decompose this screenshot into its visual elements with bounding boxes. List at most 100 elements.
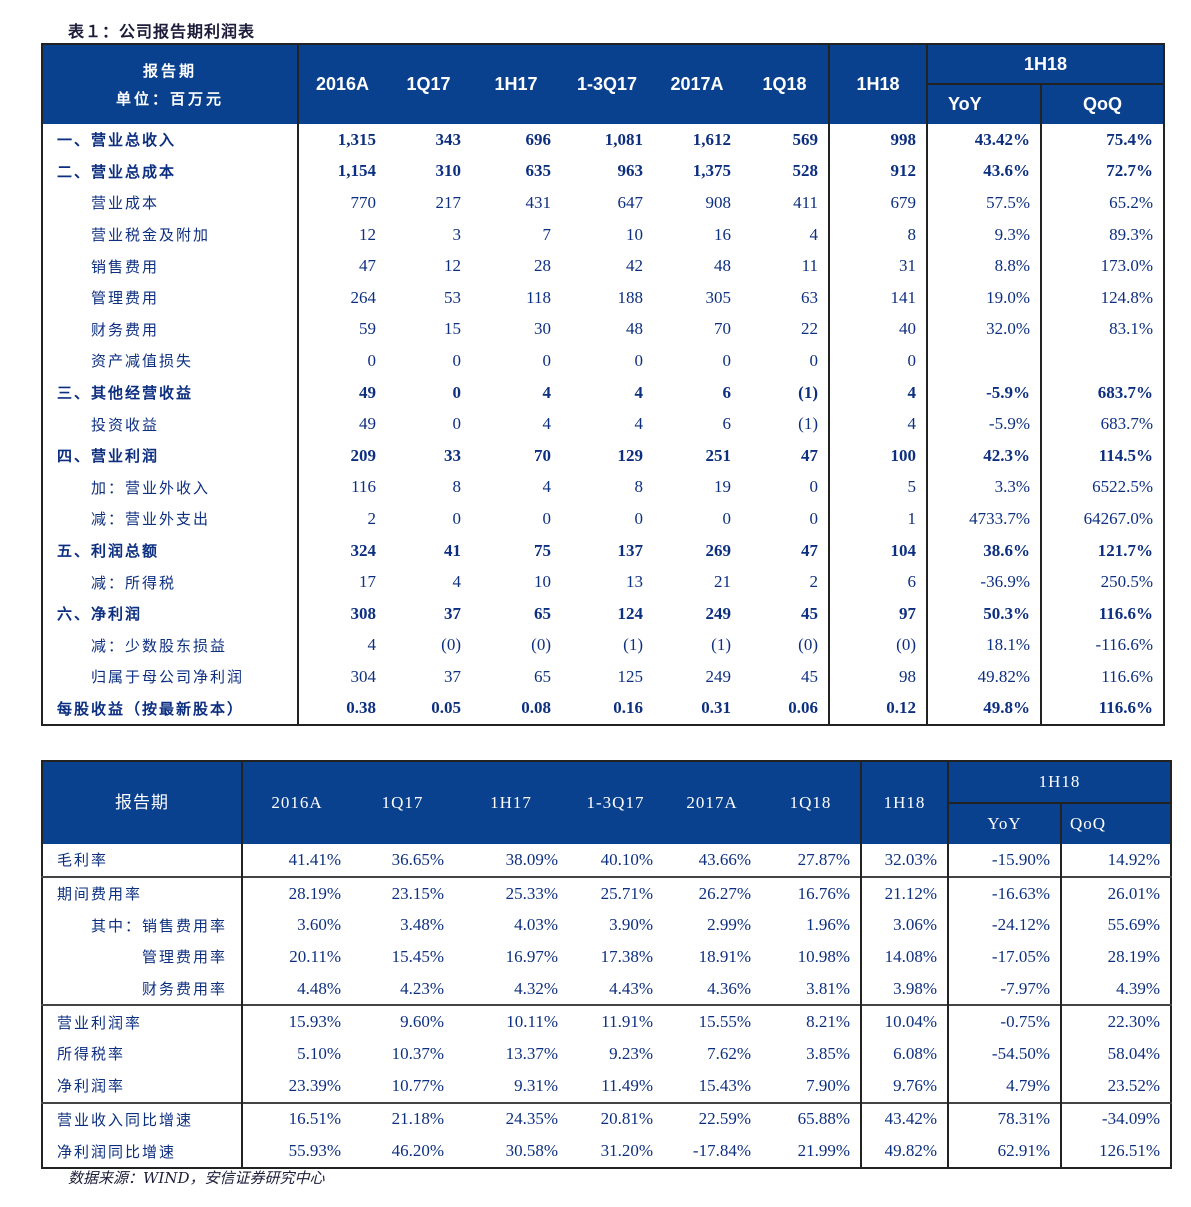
cell-value: 0.38 — [297, 692, 386, 726]
cell-value: 116.6% — [1040, 597, 1164, 630]
cell-value: 4.48% — [241, 972, 351, 1006]
cell-value: -5.9% — [926, 376, 1041, 409]
cell-value: 26.01% — [1060, 875, 1171, 910]
cell-value: 116.6% — [1040, 661, 1164, 693]
cell-value: 1,315 — [297, 124, 386, 156]
col-header: 1Q17 — [386, 44, 471, 124]
cell-value: (0) — [531, 635, 551, 655]
col-header: 2016A — [297, 44, 386, 124]
row-label: 管理费用 — [57, 289, 160, 308]
cell-value: -54.50% — [947, 1038, 1061, 1070]
cell-value: 36.65% — [391, 849, 444, 869]
cell-value: 32.03% — [860, 844, 948, 877]
cell-value: 124 — [617, 603, 644, 623]
cell-value: 10.37% — [391, 1043, 444, 1063]
table-row: 六、净利润 308 37 65 124 249 45 97 50.3% 116.6% — [42, 597, 1164, 630]
cell-value: 75.4% — [1040, 124, 1164, 156]
cell-value: 15.45% — [391, 946, 444, 966]
cell-value: 27.87% — [797, 849, 850, 869]
cell-value: 118 — [526, 287, 551, 307]
cell-value: 998 — [828, 124, 927, 156]
cell-value: 23.52% — [1060, 1069, 1171, 1103]
cell-value: 42 — [626, 256, 643, 276]
cell-value: 13.37% — [505, 1043, 558, 1063]
table-row: 三、其他经营收益 49 0 4 4 6 (1) 4 -5.9% 683.7% — [42, 376, 1164, 409]
col-header: 1-3Q17 — [561, 44, 653, 124]
table-row: 一、营业总收入 1,315 343 696 1,081 1,612 569 998 43.42%… — [42, 124, 1164, 156]
cell-value: 22 — [801, 319, 818, 339]
cell-value: 75 — [534, 540, 551, 560]
cell-value: 114.5% — [1040, 439, 1164, 472]
cell-value: 23.15% — [351, 875, 454, 910]
cell-value: 4.03% — [514, 915, 558, 935]
cell-value: 141 — [828, 281, 927, 314]
col-header-yoy: YoY — [926, 84, 1041, 124]
table-row: 净利润同比增速 55.93% 46.20% 30.58% 31.20% -17.84% 21… — [42, 1135, 1171, 1168]
cell-value: 104 — [828, 534, 927, 567]
cell-value: 89.3% — [1040, 218, 1164, 251]
cell-value: 23.39% — [241, 1069, 351, 1103]
cell-value: 217 — [435, 192, 462, 212]
cell-value: 10.77% — [391, 1075, 444, 1095]
cell-value: 21.12% — [860, 875, 948, 910]
row-label: 投资收益 — [57, 415, 160, 434]
cell-value: 9.60% — [351, 1004, 454, 1039]
cell-value: 49.8% — [926, 692, 1041, 726]
cell-value: 4 — [542, 477, 552, 497]
cell-value: 188 — [617, 287, 644, 307]
cell-value: 912 — [828, 155, 927, 188]
table-row: 归属于母公司净利润 304 37 65 125 249 45 98 49.82% 116.6% — [42, 661, 1164, 693]
cell-value: 173.0% — [1040, 250, 1164, 282]
cell-value: 16.76% — [761, 875, 861, 910]
row-label: 营业税金及附加 — [57, 226, 211, 245]
row-label: 减：少数股东损益 — [57, 636, 228, 655]
cell-value: 4.39% — [1060, 972, 1171, 1006]
cell-value: 635 — [525, 161, 552, 181]
row-label: 管理费用率 — [57, 948, 228, 967]
cell-value: 0.16 — [613, 698, 643, 718]
cell-value: 22.30% — [1060, 1004, 1171, 1039]
cell-value: 11 — [801, 256, 818, 276]
col-header: 1Q18 — [741, 44, 829, 124]
cell-value: 116 — [297, 471, 386, 504]
header-period-label: 报告期 — [42, 761, 242, 844]
cell-value: 97 — [828, 597, 927, 630]
cell-value: 249 — [705, 603, 732, 623]
cell-value: 24.35% — [454, 1101, 568, 1136]
cell-value: 2.99% — [707, 915, 751, 935]
cell-value: 4 — [634, 382, 644, 402]
cell-value: 324 — [297, 534, 386, 567]
cell-value: 4 — [828, 408, 927, 440]
cell-value: 0 — [452, 414, 462, 434]
cell-value: 569 — [792, 129, 819, 149]
cell-value: 72.7% — [1040, 155, 1164, 188]
col-header-qoq: QoQ — [1040, 84, 1164, 124]
cell-value: 6.08% — [860, 1038, 948, 1070]
table-row: 减：少数股东损益 4 (0) (0) (1) (1) (0) (0) 18.1% -116.6% — [42, 629, 1164, 662]
cell-value: 269 — [705, 540, 732, 560]
cell-value: 18.91% — [698, 946, 751, 966]
row-label: 营业收入同比增速 — [42, 1101, 242, 1136]
cell-value: 4.36% — [707, 978, 751, 998]
col-header: 1Q17 — [351, 761, 454, 844]
cell-value: 12 — [444, 256, 461, 276]
cell-value: 4 — [542, 382, 552, 402]
cell-value: 25.33% — [454, 875, 568, 910]
cell-value: 6 — [828, 566, 927, 598]
cell-value: 0 — [634, 350, 644, 370]
cell-value: 38.09% — [505, 849, 558, 869]
cell-value: 49 — [297, 408, 386, 440]
cell-value: 249 — [705, 666, 732, 686]
table-row: 五、利润总额 324 41 75 137 269 47 104 38.6% 121.7% — [42, 534, 1164, 567]
cell-value: 65 — [534, 603, 551, 623]
cell-value: 8.8% — [926, 250, 1041, 282]
cell-value: 4 — [297, 629, 386, 662]
header-unit-label: 单位：百万元 — [115, 89, 224, 108]
cell-value: 55.93% — [241, 1135, 351, 1168]
cell-value: 0 — [452, 508, 462, 528]
cell-value: 0 — [542, 350, 552, 370]
cell-value: 47 — [801, 540, 818, 560]
cell-value: 9.3% — [926, 218, 1041, 251]
cell-value: 4733.7% — [926, 503, 1041, 535]
cell-value: 4 — [634, 414, 644, 434]
